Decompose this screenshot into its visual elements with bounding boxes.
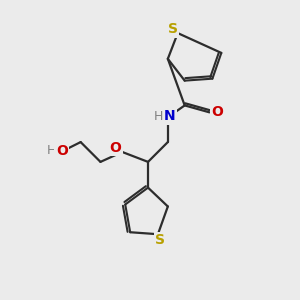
Text: N: N: [164, 109, 176, 123]
Text: H: H: [154, 110, 164, 123]
Text: O: O: [110, 141, 121, 155]
Text: H: H: [47, 145, 57, 158]
Text: O: O: [212, 105, 223, 119]
Text: S: S: [155, 233, 165, 247]
Text: O: O: [56, 144, 68, 158]
Text: S: S: [168, 22, 178, 36]
